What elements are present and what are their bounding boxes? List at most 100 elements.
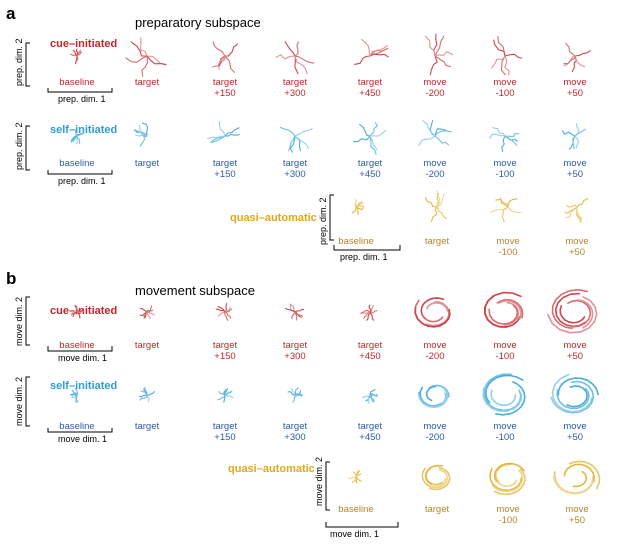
panel-b-row3-trajectory-2 (421, 464, 451, 491)
panel-b-row1-trajectory-5 (359, 304, 378, 321)
panel-b-row1-label-7: move -100 (493, 340, 517, 362)
panel-b-row1-label-5: target +450 (357, 340, 383, 362)
panel-a-row1-trajectory-1 (70, 48, 83, 65)
panel-a-row2-label-3: target +150 (212, 158, 238, 180)
panel-a-self-initiated-title: self–initiated (50, 124, 118, 136)
panel-b-row2-trajectory-6 (417, 384, 450, 409)
panel-b-row2-label-6: move -200 (423, 421, 447, 443)
panel-a-row2-label-5: target +450 (357, 158, 383, 180)
panel-b-row1-trajectory-3 (215, 302, 233, 321)
panel-a-row3-label-3: move -100 (496, 236, 520, 258)
panel-b-row1-label-6: move -200 (423, 340, 447, 362)
panel-a-row2-label-6: move -200 (423, 158, 447, 180)
panel-a-row1-trajectory-4 (275, 41, 315, 75)
panel-b-row3-bracket-x (325, 522, 399, 528)
panel-a-row2-bracket-x (47, 170, 113, 175)
panel-b-row1-trajectory-2 (139, 305, 155, 320)
panel-b-cue-initiated-title: cue–initiated (50, 305, 118, 317)
panel-a-row1-trajectory-2 (125, 37, 167, 77)
panel-a-row1-trajectory-5 (354, 38, 389, 65)
panel-b-row3-label-4: move +50 (565, 504, 589, 526)
panel-a-row2-label-8: move +50 (563, 158, 587, 180)
panel-b-row1-trajectory-7 (483, 291, 524, 328)
panel-b-row2-trajectory-5 (361, 388, 378, 404)
panel-a-row2-trajectory-5 (353, 122, 386, 155)
panel-a-row1-bracket-x (47, 88, 113, 93)
panel-b-row3-bracket-y (325, 461, 330, 511)
panel-a-row1-trajectory-7 (491, 36, 523, 76)
panel-a-row3-bracket-y (329, 194, 334, 241)
panel-b-row1-label-1: baseline (59, 340, 95, 351)
panel-b-row1-bracket-y (25, 296, 30, 346)
panel-a-row2-trajectory-8 (561, 123, 586, 150)
panel-a-row2-trajectory-3 (206, 120, 240, 144)
panel-b-row2-label-7: move -100 (493, 421, 517, 443)
panel-a-row1-trajectory-3 (211, 41, 239, 73)
panel-b-row3-label-3: move -100 (496, 504, 520, 526)
panel-b-quasi-automatic-title: quasi–automatic (228, 463, 315, 475)
panel-b-row3-trajectory-4 (552, 460, 601, 495)
panel-a-row1-trajectory-6 (424, 33, 454, 76)
panel-b-title: movement subspace (135, 283, 255, 298)
panel-a-row2-axis-x: prep. dim. 1 (58, 176, 106, 186)
panel-b-row3-trajectory-1 (348, 468, 362, 484)
panel-a-row1-label-4: target +300 (282, 77, 308, 99)
panel-a-row1-label-1: baseline (59, 77, 95, 88)
panel-a-row2-trajectory-4 (279, 126, 313, 153)
panel-b-row2-trajectory-8 (550, 373, 599, 414)
panel-a-row1-label-7: move -100 (493, 77, 517, 99)
panel-b-row2-trajectory-1 (70, 388, 79, 403)
panel-b-row1-label-8: move +50 (563, 340, 587, 362)
panel-a-row2-trajectory-7 (489, 127, 520, 153)
panel-b-row1-label-3: target +150 (212, 340, 238, 362)
panel-b-row1-axis-x: move dim. 1 (58, 353, 108, 363)
panel-a-row1-label-5: target +450 (357, 77, 383, 99)
panel-a-row2-trajectory-1 (70, 128, 85, 145)
panel-b-row2-label-1: baseline (59, 421, 95, 432)
panel-a-row3-label-1: baseline (338, 236, 374, 247)
panel-a-row2-label-4: target +300 (282, 158, 308, 180)
panel-b-row2-bracket-x (47, 428, 113, 433)
panel-a-row1-label-3: target +150 (212, 77, 238, 99)
panel-b-row1-trajectory-4 (284, 303, 305, 321)
panel-a-title: preparatory subspace (135, 15, 261, 30)
panel-b-row1-label-4: target +300 (282, 340, 308, 362)
panel-b-row2-trajectory-2 (138, 387, 155, 403)
panel-a-row3-trajectory-2 (425, 190, 448, 223)
panel-b-row1-bracket-x (47, 346, 113, 352)
panel-b-row2-label-4: target +300 (282, 421, 308, 443)
panel-b-row2-label-3: target +150 (212, 421, 238, 443)
panel-b-row2-trajectory-3 (217, 387, 234, 403)
panel-a-row1-bracket-y (25, 42, 30, 87)
panel-a-row3-trajectory-3 (490, 197, 522, 223)
panel-b-row1-trajectory-1 (70, 304, 84, 319)
panel-a-row1-label-8: move +50 (563, 77, 587, 99)
panel-a-row1-label-6: move -200 (423, 77, 447, 99)
panel-a-row2-label-1: baseline (59, 158, 95, 169)
panel-a-row1-label-2: target (134, 77, 160, 88)
panel-b-row1-trajectory-6 (414, 297, 451, 328)
panel-a-row1-axis-x: prep. dim. 1 (58, 94, 106, 104)
panel-b-row1-label-2: target (134, 340, 160, 351)
panel-b-self-initiated-title: self–initiated (50, 380, 118, 392)
panel-a-row1-trajectory-8 (563, 42, 591, 73)
panel-b-row2-label-8: move +50 (563, 421, 587, 443)
panel-b-row3-axis-x: move dim. 1 (330, 529, 380, 539)
panel-b-row3-label-1: baseline (338, 504, 374, 515)
panel-a-row3-label-4: move +50 (565, 236, 589, 258)
panel-b-row2-label-2: target (134, 421, 160, 432)
panel-a-row3-trajectory-1 (351, 199, 365, 216)
panel-a-row3-axis-x: prep. dim. 1 (340, 252, 388, 262)
panel-b-row2-label-5: target +450 (357, 421, 383, 443)
panel-a-row3-trajectory-4 (564, 198, 589, 223)
panel-a-cue-initiated-title: cue–initiated (50, 38, 118, 50)
panel-a-row3-bracket-x (333, 245, 401, 251)
panel-b-row3-label-2: target (424, 504, 450, 515)
panel-a-row2-label-7: move -100 (493, 158, 517, 180)
panel-b-row1-trajectory-8 (547, 289, 598, 334)
panel-a-row2-trajectory-2 (133, 122, 149, 147)
panel-a-row2-label-2: target (134, 158, 160, 169)
